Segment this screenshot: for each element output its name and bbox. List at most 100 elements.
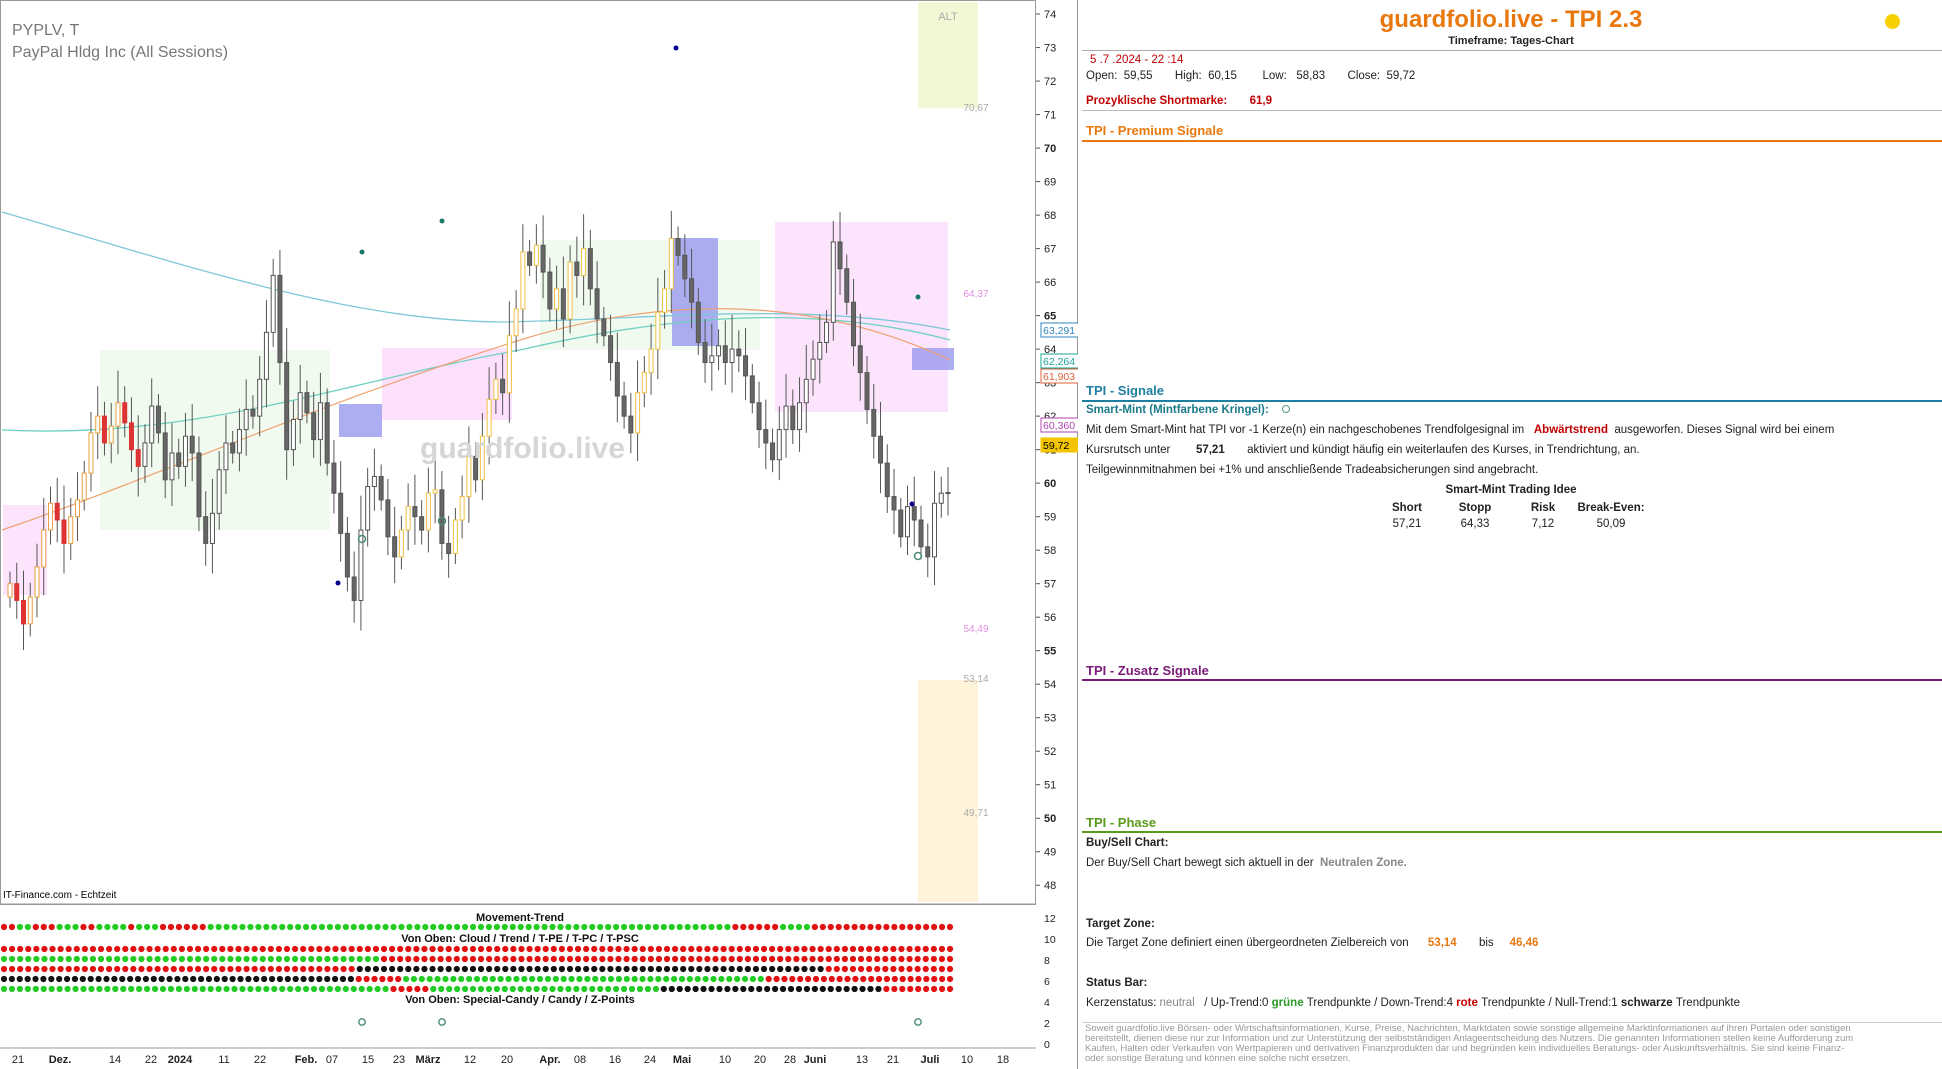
y-tick-label: 59 <box>1044 512 1056 524</box>
candle <box>101 415 107 444</box>
status-dot <box>8 975 15 983</box>
y-tick-label: 57 <box>1044 579 1056 591</box>
x-tick-label: 23 <box>393 1054 405 1066</box>
status-dot <box>542 945 549 953</box>
signal-dot <box>909 501 915 507</box>
signal-text-line2: Kursrutsch unter 57,21 aktiviert und kün… <box>1086 444 1640 456</box>
candle <box>851 301 857 347</box>
status-dot <box>276 975 284 983</box>
candle <box>358 529 364 601</box>
status-dot <box>777 955 784 963</box>
candle <box>736 348 742 357</box>
status-dot <box>324 965 331 973</box>
price-chart[interactable]: ALT4849505152535455565758596061626364656… <box>0 0 1078 1069</box>
status-dot <box>752 945 760 953</box>
status-dot <box>692 923 699 931</box>
status-dot <box>777 965 784 973</box>
status-dot <box>267 965 274 973</box>
status-dot <box>318 985 326 993</box>
status-dot <box>599 955 606 963</box>
signal-dot <box>335 580 341 586</box>
status-dot <box>291 965 299 973</box>
status-dot <box>875 923 882 931</box>
status-dot <box>785 955 792 963</box>
status-dot <box>849 945 857 953</box>
datetime: 5 .7 .2024 - 22 :14 <box>1090 54 1184 66</box>
status-dot <box>287 923 294 931</box>
status-dot <box>302 923 310 931</box>
status-dot <box>356 965 363 973</box>
status-dot <box>801 965 808 973</box>
status-dot <box>402 975 410 983</box>
status-dot <box>25 965 32 973</box>
status-dot <box>671 945 679 953</box>
status-dot <box>106 945 113 953</box>
candle <box>513 308 519 337</box>
status-dot <box>339 975 347 983</box>
status-dot <box>355 975 362 983</box>
status-dot <box>700 923 707 931</box>
signal-dot <box>673 45 679 51</box>
status-dot <box>613 985 620 993</box>
candle <box>776 429 782 461</box>
level-label: 54,49 <box>963 624 988 635</box>
status-dot <box>239 923 246 931</box>
status-dot <box>379 975 386 983</box>
status-dot <box>186 955 194 963</box>
status-dot <box>284 975 291 983</box>
status-dot <box>568 975 575 983</box>
status-dot <box>670 975 678 983</box>
candle <box>88 432 94 474</box>
status-dot <box>64 923 71 931</box>
status-dot <box>907 923 914 931</box>
chart-canvas[interactable]: ALT4849505152535455565758596061626364656… <box>0 0 1078 1069</box>
candle <box>243 408 249 431</box>
candle <box>398 529 404 558</box>
status-dot <box>787 985 795 993</box>
candle <box>331 462 337 494</box>
status-dot <box>40 975 47 983</box>
status-dot <box>712 945 719 953</box>
status-dot <box>517 923 524 931</box>
status-dot <box>324 955 331 963</box>
status-dot <box>882 945 889 953</box>
y-tick-label: 53 <box>1044 713 1056 725</box>
status-dot <box>223 923 230 931</box>
low-value: 58,83 <box>1296 70 1326 82</box>
status-dot <box>235 945 242 953</box>
status-dot <box>720 955 727 963</box>
status-dot <box>923 975 930 983</box>
x-tick-label: 22 <box>254 1054 266 1066</box>
status-dot <box>461 923 469 931</box>
status-dot <box>795 923 803 931</box>
status-dot <box>493 985 500 993</box>
candle <box>34 566 40 598</box>
trading-idea-title: Smart-Mint Trading Idee <box>1445 484 1577 496</box>
status-dot <box>518 965 525 973</box>
status-dot <box>647 945 654 953</box>
status-dot <box>825 945 832 953</box>
status-dot <box>678 975 686 983</box>
status-dot <box>356 955 363 963</box>
status-dot <box>716 985 723 993</box>
candle <box>574 261 580 276</box>
candle <box>115 402 121 427</box>
status-dot <box>235 965 242 973</box>
status-dot <box>73 965 80 973</box>
status-dot <box>382 985 389 993</box>
status-dot <box>583 955 590 963</box>
status-dot <box>866 955 873 963</box>
status-dot <box>922 955 929 963</box>
status-dot <box>97 955 105 963</box>
status-dot <box>162 965 169 973</box>
candle <box>263 331 269 380</box>
status-dot <box>48 923 55 931</box>
status-dot <box>851 985 858 993</box>
status-dot <box>41 945 48 953</box>
x-tick-label: 21 <box>887 1054 899 1066</box>
candle <box>682 254 688 280</box>
status-dot <box>663 945 671 953</box>
status-dot <box>104 923 111 931</box>
status-dot <box>946 945 954 953</box>
status-dot <box>874 945 881 953</box>
